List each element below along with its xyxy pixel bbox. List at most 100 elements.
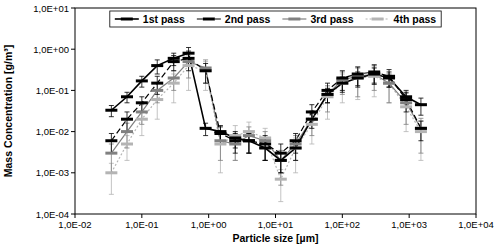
error-bar-cap (355, 87, 360, 88)
data-point (214, 132, 226, 135)
data-point (183, 52, 195, 55)
error-bar-cap (246, 153, 251, 154)
error-bar-cap (340, 94, 345, 95)
error-bar (125, 112, 130, 132)
y-tick-label: 1,0E+00 (33, 44, 69, 55)
data-point (105, 171, 117, 174)
data-point (383, 82, 395, 85)
error-bar-cap (155, 74, 160, 75)
error-bar-cap (325, 102, 330, 103)
error-bar-cap (203, 123, 208, 124)
error-bar-cap (109, 133, 114, 134)
error-bar-cap (355, 66, 360, 67)
error-bar-cap (387, 69, 392, 70)
error-bar-cap (325, 119, 330, 120)
error-bar-cap (325, 83, 330, 84)
x-tick-label: 1,0E+00 (191, 219, 227, 230)
error-bar-cap (404, 131, 409, 132)
error-bar-cap (293, 133, 298, 134)
data-point (400, 101, 412, 104)
data-point (415, 127, 427, 130)
data-point (336, 78, 348, 81)
error-bar-cap (387, 87, 392, 88)
error-bar-cap (278, 172, 283, 173)
error-bar (309, 113, 314, 128)
error-bar-cap (418, 118, 423, 119)
data-point (214, 143, 226, 146)
y-tick (71, 8, 75, 9)
data-point (383, 75, 395, 78)
error-bar-cap (418, 153, 423, 154)
error-bar-cap (372, 96, 377, 97)
error-bar-cap (171, 70, 176, 71)
y-tick (71, 90, 75, 91)
data-point (183, 64, 195, 67)
data-point (352, 76, 364, 79)
data-point (168, 82, 180, 85)
error-bar-cap (171, 65, 176, 66)
error-bar-cap (372, 64, 377, 65)
data-point (214, 130, 226, 133)
data-point (168, 57, 180, 60)
error-bar-cap (155, 94, 160, 95)
y-tick-label: 1,0E-01 (36, 85, 69, 96)
error-bar-cap (418, 115, 423, 116)
error-bar-cap (355, 66, 360, 67)
error-bar-cap (155, 59, 160, 60)
error-bar-stem (374, 66, 375, 91)
error-bar-cap (387, 102, 392, 103)
data-point (121, 143, 133, 146)
data-point (200, 66, 212, 69)
error-bar (109, 133, 114, 153)
error-bar-cap (139, 135, 144, 136)
error-bar-cap (139, 96, 144, 97)
y-tick-label: 1,0E+01 (33, 3, 69, 14)
data-point (306, 123, 318, 126)
legend-label: 3rd pass (310, 13, 353, 25)
data-point (183, 57, 195, 60)
plot-area (75, 8, 476, 214)
data-point (290, 143, 302, 146)
legend-item: 2nd pass (197, 13, 271, 25)
legend-item: 3rd pass (282, 13, 353, 25)
data-point (290, 139, 302, 142)
error-bar-cap (109, 194, 114, 195)
error-bar-cap (293, 160, 298, 161)
data-point (368, 75, 380, 78)
error-bar-cap (233, 131, 238, 132)
error-bar-cap (171, 53, 176, 54)
x-tick-label: 1,0E+01 (258, 219, 294, 230)
error-bar-cap (233, 153, 238, 154)
y-tick (71, 172, 75, 173)
error-bar-cap (155, 102, 160, 103)
x-tick (75, 214, 76, 218)
chart-svg: 1,0E-021,0E-011,0E+001,0E+011,0E+021,0E+… (0, 0, 500, 245)
error-bar-cap (203, 83, 208, 84)
data-point (200, 127, 212, 130)
error-bar-cap (372, 83, 377, 84)
legend-label: 1st pass (143, 13, 185, 25)
error-bar-cap (418, 121, 423, 122)
error-bar-cap (263, 135, 268, 136)
data-point (352, 75, 364, 78)
x-tick (208, 214, 209, 218)
error-bar-cap (125, 160, 130, 161)
data-point (151, 89, 163, 92)
data-point (322, 89, 334, 92)
error-bar-stem (280, 144, 281, 173)
error-bar-cap (372, 90, 377, 91)
plot-frame (75, 8, 476, 214)
data-point (229, 136, 241, 139)
data-point (322, 93, 334, 96)
error-bar (278, 144, 283, 173)
error-bar-cap (218, 160, 223, 161)
error-bar-cap (203, 135, 208, 136)
data-point (383, 82, 395, 85)
error-bar-cap (404, 111, 409, 112)
error-bar-cap (203, 90, 208, 91)
data-point (168, 60, 180, 63)
error-bar-cap (309, 135, 314, 136)
error-bar (246, 122, 251, 153)
error-bar-stem (311, 113, 312, 128)
error-bar-cap (125, 92, 130, 93)
